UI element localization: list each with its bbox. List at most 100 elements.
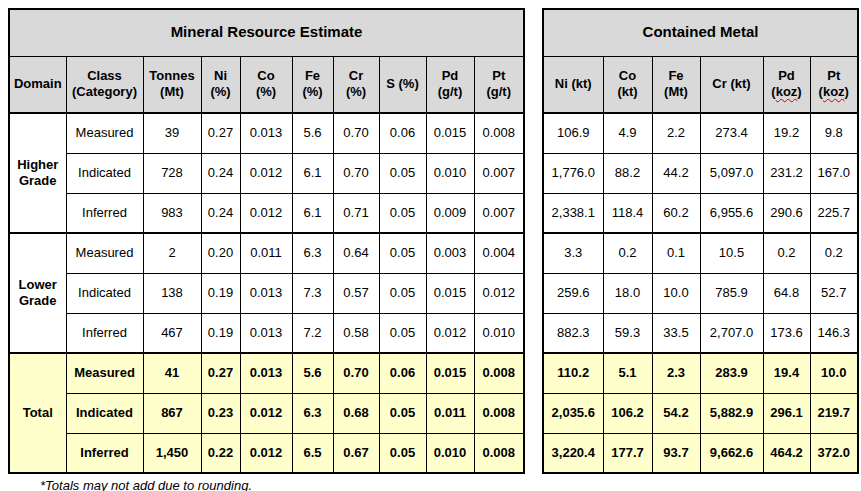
- pt-koz-value: 0.2: [810, 233, 858, 273]
- pt-koz-value: 219.7: [810, 393, 858, 433]
- table-row: 259.618.010.0785.964.852.7: [543, 273, 858, 313]
- category-cell: Inferred: [66, 433, 143, 473]
- header-line: (kt): [606, 84, 650, 100]
- co-kt-value: 0.2: [603, 233, 652, 273]
- table-row: Inferred1,4500.220.0126.50.670.050.0100.…: [9, 433, 524, 473]
- table-row: Indicated8670.230.0126.30.680.050.0110.0…: [9, 393, 524, 433]
- s-pct-value: 0.05: [379, 433, 426, 473]
- pt-gpt-value: 0.010: [474, 313, 524, 353]
- co-pct-value: 0.013: [240, 273, 292, 313]
- cr-kt-value: 5,882.9: [700, 393, 763, 433]
- header-line: Class: [69, 68, 141, 84]
- table-row: 2,338.1118.460.26,955.6290.6225.7: [543, 193, 858, 233]
- column-header-domain: Domain: [9, 56, 66, 113]
- cr-pct-value: 0.70: [333, 353, 379, 393]
- pd-koz-value: 19.4: [763, 353, 810, 393]
- column-header-co-kt: Co(kt): [603, 56, 652, 113]
- header-line: (g/t): [429, 84, 472, 100]
- s-pct-value: 0.05: [379, 313, 426, 353]
- co-pct-value: 0.011: [240, 233, 292, 273]
- header-line: (Category): [69, 84, 141, 100]
- column-header-class-category: Class(Category): [66, 56, 143, 113]
- column-header-ni-pct: Ni(%): [201, 56, 240, 113]
- ni-pct-value: 0.22: [201, 433, 240, 473]
- header-line: (%): [204, 84, 238, 100]
- table-title: Contained Metal: [543, 9, 858, 56]
- ni-pct-value: 0.24: [201, 153, 240, 193]
- cr-pct-value: 0.70: [333, 153, 379, 193]
- pt-koz-value: 167.0: [810, 153, 858, 193]
- co-kt-value: 177.7: [603, 433, 652, 473]
- header-line: Pd: [766, 68, 808, 84]
- co-kt-value: 59.3: [603, 313, 652, 353]
- column-header-tonnes-mt: Tonnes(Mt): [143, 56, 201, 113]
- table-row: 882.359.333.52,707.0173.6146.3: [543, 313, 858, 353]
- ni-pct-value: 0.24: [201, 193, 240, 233]
- table-row: 110.25.12.3283.919.410.0: [543, 353, 858, 393]
- table-body: Mineral Resource EstimateDomainClass(Cat…: [9, 9, 524, 473]
- header-row: DomainClass(Category)Tonnes(Mt)Ni(%)Co(%…: [9, 56, 524, 113]
- co-pct-value: 0.013: [240, 313, 292, 353]
- pt-koz-value: 146.3: [810, 313, 858, 353]
- pt-koz-value: 372.0: [810, 433, 858, 473]
- pt-gpt-value: 0.008: [474, 353, 524, 393]
- header-line: Pt: [477, 68, 522, 84]
- cr-kt-value: 9,662.6: [700, 433, 763, 473]
- fe-mt-value: 54.2: [652, 393, 700, 433]
- tonnes-mt-value: 467: [143, 313, 201, 353]
- fe-pct-value: 6.3: [292, 393, 333, 433]
- category-cell: Measured: [66, 353, 143, 393]
- s-pct-value: 0.05: [379, 193, 426, 233]
- category-cell: Indicated: [66, 273, 143, 313]
- table-row: Indicated1380.190.0137.30.570.050.0150.0…: [9, 273, 524, 313]
- header-line: (%): [336, 84, 377, 100]
- pd-koz-value: 173.6: [763, 313, 810, 353]
- column-header-pd-koz: Pd(koz): [763, 56, 810, 113]
- column-header-fe-pct: Fe(%): [292, 56, 333, 113]
- misspelled-word: koz: [823, 84, 845, 99]
- cr-pct-value: 0.64: [333, 233, 379, 273]
- cr-pct-value: 0.70: [333, 113, 379, 153]
- header-line: Cr (kt): [703, 76, 761, 92]
- cr-kt-value: 283.9: [700, 353, 763, 393]
- column-header-pt-gpt: Pt(g/t): [474, 56, 524, 113]
- s-pct-value: 0.05: [379, 153, 426, 193]
- table-row: TotalMeasured410.270.0135.60.700.060.015…: [9, 353, 524, 393]
- domain-cell: Higher Grade: [9, 113, 66, 233]
- table-row: Inferred4670.190.0137.20.580.050.0120.01…: [9, 313, 524, 353]
- table-row: 1,776.088.244.25,097.0231.2167.0: [543, 153, 858, 193]
- title-row: Mineral Resource Estimate: [9, 9, 524, 56]
- pd-gpt-value: 0.015: [426, 273, 474, 313]
- cr-kt-value: 785.9: [700, 273, 763, 313]
- pt-gpt-value: 0.012: [474, 273, 524, 313]
- header-row: Ni (kt)Co(kt)Fe(Mt)Cr (kt)Pd(koz)Pt(koz): [543, 56, 858, 113]
- misspelled-word: koz: [776, 84, 798, 99]
- cr-kt-value: 2,707.0: [700, 313, 763, 353]
- cr-pct-value: 0.68: [333, 393, 379, 433]
- header-line: Ni (kt): [546, 76, 601, 92]
- pd-koz-value: 19.2: [763, 113, 810, 153]
- category-cell: Inferred: [66, 313, 143, 353]
- tonnes-mt-value: 1,450: [143, 433, 201, 473]
- column-header-fe-mt: Fe(Mt): [652, 56, 700, 113]
- cr-kt-value: 10.5: [700, 233, 763, 273]
- tonnes-mt-value: 41: [143, 353, 201, 393]
- pd-koz-value: 0.2: [763, 233, 810, 273]
- fe-mt-value: 0.1: [652, 233, 700, 273]
- fe-pct-value: 6.1: [292, 153, 333, 193]
- fe-pct-value: 5.6: [292, 353, 333, 393]
- header-line: Tonnes: [146, 68, 199, 84]
- table-title: Mineral Resource Estimate: [9, 9, 524, 56]
- table-row: 106.94.92.2273.419.29.8: [543, 113, 858, 153]
- table-row: 3.30.20.110.50.20.2: [543, 233, 858, 273]
- table-row: Higher GradeMeasured390.270.0135.60.700.…: [9, 113, 524, 153]
- co-pct-value: 0.013: [240, 353, 292, 393]
- pd-gpt-value: 0.012: [426, 313, 474, 353]
- page: Mineral Resource EstimateDomainClass(Cat…: [0, 0, 861, 491]
- ni-kt-value: 259.6: [543, 273, 603, 313]
- category-cell: Inferred: [66, 193, 143, 233]
- category-cell: Measured: [66, 113, 143, 153]
- header-line: Cr: [336, 68, 377, 84]
- co-kt-value: 106.2: [603, 393, 652, 433]
- co-kt-value: 4.9: [603, 113, 652, 153]
